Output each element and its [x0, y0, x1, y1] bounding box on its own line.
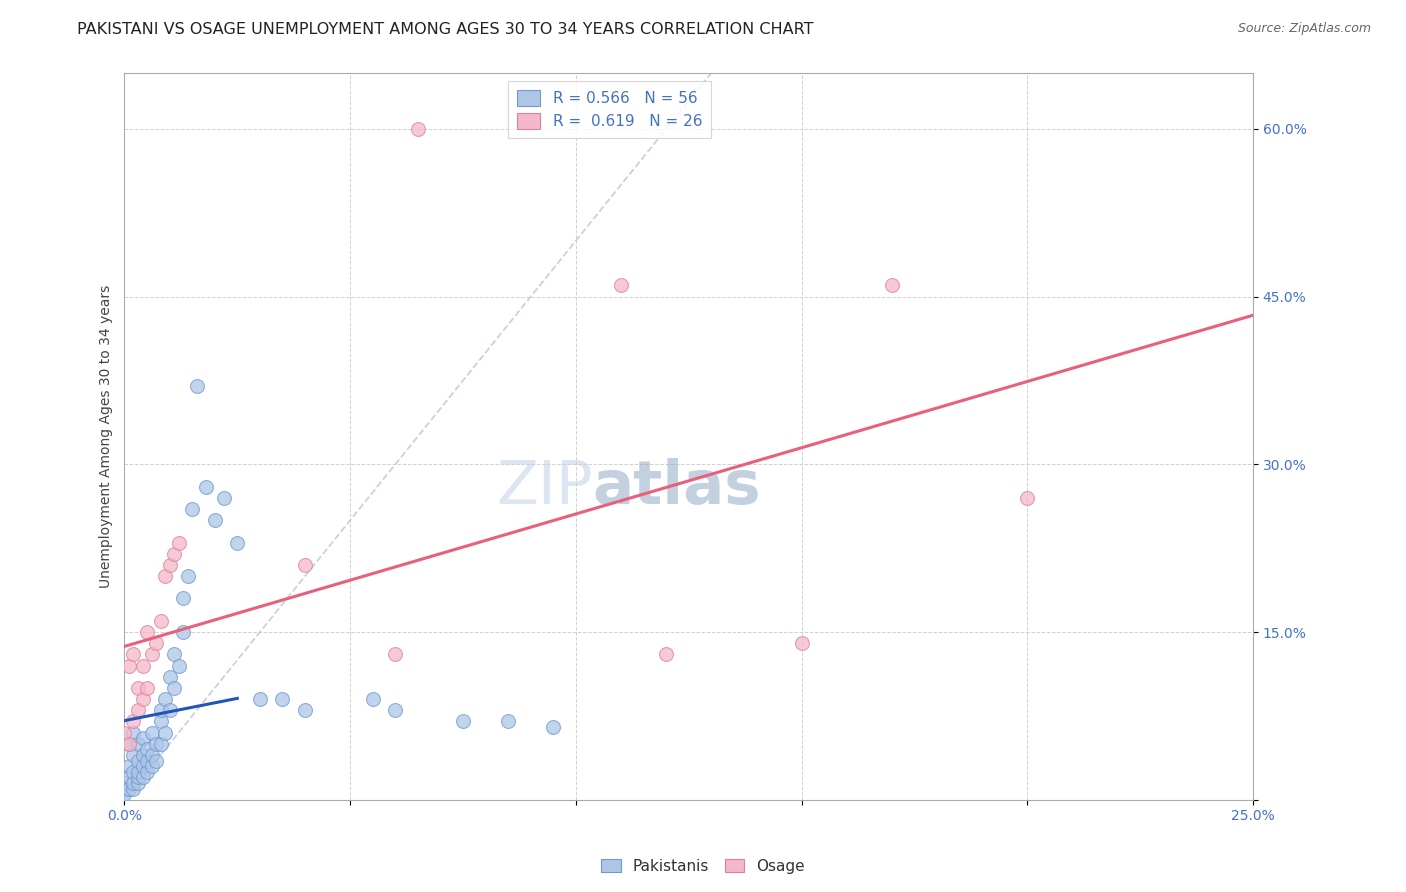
Point [163, 648, 186, 662]
Point [145, 636, 167, 650]
Point [212, 491, 235, 505]
Point [149, 614, 172, 628]
Point [294, 703, 316, 717]
Text: ZIP: ZIP [496, 458, 593, 516]
Point [167, 535, 190, 549]
Point [141, 759, 163, 773]
Point [543, 720, 565, 734]
Point [610, 278, 633, 293]
Point [384, 703, 406, 717]
Point [149, 703, 172, 717]
Point [194, 480, 217, 494]
Point [127, 764, 149, 779]
Point [153, 725, 176, 739]
Point [145, 737, 167, 751]
Point [361, 692, 384, 706]
Point [149, 714, 172, 729]
Point [141, 725, 163, 739]
Legend: R = 0.566   N = 56, R =  0.619   N = 26: R = 0.566 N = 56, R = 0.619 N = 26 [509, 80, 711, 138]
Point [249, 692, 271, 706]
Point [163, 681, 186, 695]
Point [880, 278, 903, 293]
Point [118, 771, 141, 785]
Point [118, 737, 141, 751]
Point [271, 692, 294, 706]
Point [122, 747, 145, 762]
Point [159, 703, 181, 717]
Point [122, 781, 145, 796]
Point [1017, 491, 1039, 505]
Y-axis label: Unemployment Among Ages 30 to 34 years: Unemployment Among Ages 30 to 34 years [100, 285, 114, 588]
Point [118, 737, 141, 751]
Point [136, 681, 159, 695]
Point [114, 776, 136, 790]
Point [204, 513, 226, 527]
Point [131, 747, 153, 762]
Legend: Pakistanis, Osage: Pakistanis, Osage [595, 853, 811, 880]
Text: atlas: atlas [593, 458, 762, 516]
Point [181, 502, 204, 516]
Point [131, 731, 153, 746]
Point [159, 670, 181, 684]
Point [167, 658, 190, 673]
Point [159, 558, 181, 572]
Point [127, 703, 149, 717]
Text: Source: ZipAtlas.com: Source: ZipAtlas.com [1237, 22, 1371, 36]
Point [114, 781, 136, 796]
Point [451, 714, 474, 729]
Point [127, 737, 149, 751]
Point [122, 776, 145, 790]
Point [136, 625, 159, 640]
Point [406, 121, 429, 136]
Point [122, 648, 145, 662]
Point [153, 692, 176, 706]
Point [145, 754, 167, 768]
Point [122, 714, 145, 729]
Point [186, 379, 208, 393]
Point [131, 771, 153, 785]
Point [127, 754, 149, 768]
Point [118, 781, 141, 796]
Point [114, 725, 136, 739]
Point [655, 648, 678, 662]
Point [136, 742, 159, 756]
Point [153, 569, 176, 583]
Point [136, 754, 159, 768]
Point [127, 776, 149, 790]
Point [141, 648, 163, 662]
Point [122, 764, 145, 779]
Point [118, 658, 141, 673]
Point [163, 547, 186, 561]
Text: PAKISTANI VS OSAGE UNEMPLOYMENT AMONG AGES 30 TO 34 YEARS CORRELATION CHART: PAKISTANI VS OSAGE UNEMPLOYMENT AMONG AG… [77, 22, 814, 37]
Point [384, 648, 406, 662]
Point [172, 591, 194, 606]
Point [496, 714, 519, 729]
Point [131, 658, 153, 673]
Point [136, 764, 159, 779]
Point [131, 692, 153, 706]
Point [127, 681, 149, 695]
Point [172, 625, 194, 640]
Point [149, 737, 172, 751]
Point [122, 725, 145, 739]
Point [141, 747, 163, 762]
Point [790, 636, 813, 650]
Point [118, 759, 141, 773]
Point [294, 558, 316, 572]
Point [114, 787, 136, 801]
Point [226, 535, 249, 549]
Point [127, 771, 149, 785]
Point [131, 759, 153, 773]
Point [176, 569, 198, 583]
